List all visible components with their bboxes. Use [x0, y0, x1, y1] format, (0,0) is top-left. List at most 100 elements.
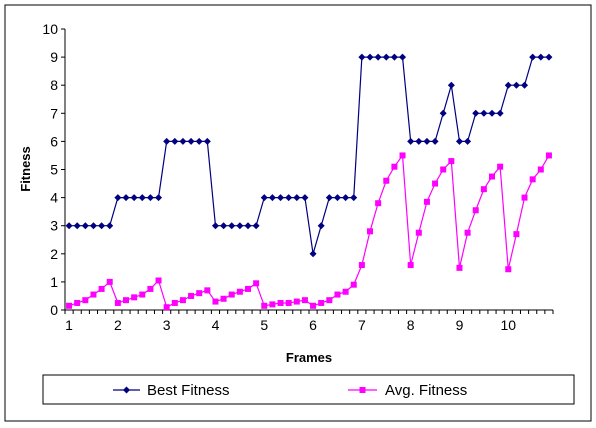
avg-fitness-point [456, 264, 463, 271]
avg-fitness-point [480, 186, 487, 193]
best-fitness-point [260, 194, 268, 202]
best-fitness-point [81, 222, 89, 230]
x-tick-label: 9 [456, 317, 464, 333]
avg-fitness-point [66, 302, 73, 309]
y-tick-label: 9 [50, 49, 58, 65]
avg-fitness-point [196, 290, 203, 297]
best-fitness-point [65, 222, 73, 230]
avg-fitness-point [350, 281, 357, 288]
chart-area-border [4, 4, 592, 422]
avg-fitness-point [204, 287, 211, 294]
avg-fitness-point [82, 297, 89, 304]
best-fitness-point [325, 194, 333, 202]
avg-fitness-point [505, 266, 512, 273]
avg-fitness-point [155, 277, 162, 284]
avg-fitness-point [367, 228, 373, 235]
best-fitness-point [187, 137, 195, 145]
best-fitness-point [236, 222, 244, 230]
x-tick-label: 3 [163, 317, 171, 333]
avg-fitness-point [98, 285, 105, 292]
avg-fitness-point [464, 229, 471, 236]
x-tick-label: 7 [358, 317, 366, 333]
best-fitness-point [203, 137, 211, 145]
avg-fitness-point [342, 288, 349, 295]
avg-fitness-point [236, 288, 243, 295]
best-fitness-point [496, 109, 504, 117]
avg-fitness-point [261, 302, 268, 309]
best-fitness-point [537, 53, 545, 61]
best-fitness-point [268, 194, 276, 202]
best-fitness-point [374, 53, 382, 61]
y-tick-label: 2 [50, 246, 58, 262]
avg-fitness-point [529, 176, 536, 183]
legend-marker-avg-fitness [359, 387, 366, 393]
best-fitness-point [431, 137, 439, 145]
avg-fitness-point [293, 298, 300, 305]
avg-fitness-point [114, 299, 121, 306]
y-tick-label: 6 [50, 133, 58, 149]
y-tick-label: 5 [50, 162, 58, 178]
avg-fitness-point [90, 291, 97, 298]
best-fitness-point [163, 137, 171, 145]
best-fitness-point [366, 53, 374, 61]
avg-fitness-point [383, 177, 390, 184]
best-fitness-point [464, 137, 472, 145]
avg-fitness-point [318, 299, 325, 306]
avg-fitness-point [537, 166, 544, 173]
avg-fitness-point [269, 301, 276, 308]
avg-fitness-point [440, 166, 447, 173]
avg-fitness-point [212, 298, 219, 305]
avg-fitness-point [253, 280, 260, 287]
best-fitness-point [309, 250, 317, 258]
best-fitness-point [350, 194, 358, 202]
x-tick-label: 1 [65, 317, 73, 333]
legend-marker-best-fitness [123, 386, 130, 394]
avg-fitness-point [391, 163, 398, 170]
best-fitness-point [98, 222, 106, 230]
best-fitness-point [179, 137, 187, 145]
x-axis-title: Frames [286, 350, 332, 365]
avg-fitness-point [147, 285, 154, 292]
y-tick-label: 0 [50, 302, 58, 318]
y-tick-label: 10 [42, 21, 58, 37]
avg-fitness-point [399, 152, 406, 159]
best-fitness-point [171, 137, 179, 145]
avg-fitness-point [448, 158, 455, 165]
best-fitness-point [472, 109, 480, 117]
y-tick-label: 8 [50, 77, 58, 93]
avg-fitness-point [375, 200, 382, 207]
best-fitness-point [488, 109, 496, 117]
avg-fitness-point [74, 299, 81, 306]
avg-fitness-point [432, 180, 439, 187]
avg-fitness-point [326, 297, 333, 304]
best-fitness-point [480, 109, 488, 117]
avg-fitness-point [489, 173, 495, 180]
best-fitness-point [439, 109, 447, 117]
avg-fitness-point [179, 297, 186, 304]
best-fitness-point [545, 53, 553, 61]
best-fitness-point [228, 222, 236, 230]
avg-fitness-point [521, 194, 528, 201]
best-fitness-point [407, 137, 415, 145]
best-fitness-point [155, 194, 163, 202]
best-fitness-point [106, 222, 114, 230]
best-fitness-point [301, 194, 309, 202]
avg-fitness-point [163, 304, 170, 311]
best-fitness-point [244, 222, 252, 230]
best-fitness-point [114, 194, 122, 202]
avg-fitness-point [131, 294, 138, 301]
avg-fitness-point [358, 262, 365, 269]
x-tick-label: 5 [260, 317, 268, 333]
best-fitness-point [220, 222, 228, 230]
best-fitness-point [399, 53, 407, 61]
best-fitness-point [211, 222, 219, 230]
best-fitness-point [423, 137, 431, 145]
legend: Best Fitness Avg. Fitness [42, 374, 575, 405]
x-tick-label: 4 [212, 317, 220, 333]
best-fitness-point [415, 137, 423, 145]
best-fitness-point [358, 53, 366, 61]
best-fitness-point [317, 222, 325, 230]
best-fitness-point [130, 194, 138, 202]
